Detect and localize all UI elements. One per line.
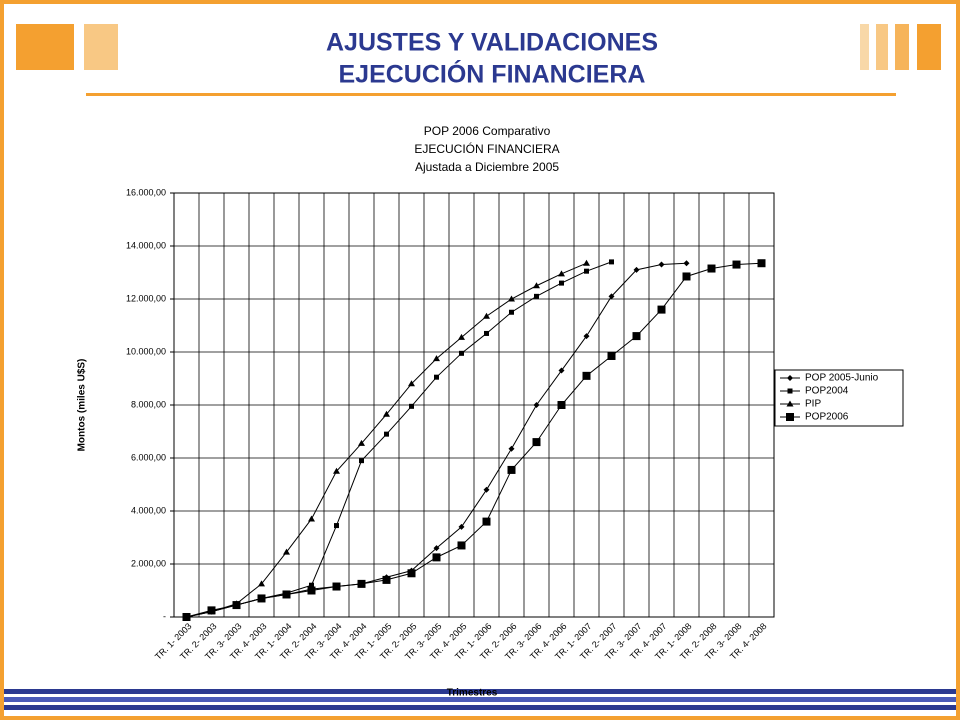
marker [207,606,216,615]
marker [583,259,590,266]
marker [457,541,466,550]
legend-marker [787,375,793,381]
marker [458,333,465,340]
footer-stripe [4,705,956,710]
marker [432,553,441,562]
marker [533,402,540,408]
marker [409,403,414,409]
legend-marker [786,413,794,421]
title-underline [86,93,896,96]
marker [483,312,490,319]
marker [283,548,290,555]
marker [682,272,691,281]
marker [532,438,541,447]
chart-title: EJECUCIÓN FINANCIERA [414,141,559,156]
deco-bar [895,24,909,70]
marker [558,367,565,374]
marker [558,270,565,277]
marker [608,293,615,300]
y-tick-label: 8.000,00 [131,399,166,409]
legend-label: POP2006 [805,412,849,423]
marker [757,259,766,268]
marker [657,305,666,314]
marker [332,582,341,591]
marker [307,586,316,595]
marker [582,371,591,380]
deco-bar [876,24,888,70]
y-tick-label: 16.000,00 [126,187,166,197]
marker [382,575,391,584]
marker [583,333,590,340]
marker [609,259,614,265]
y-tick-label: 12.000,00 [126,293,166,303]
marker [334,523,339,529]
marker [707,264,716,273]
marker [182,613,191,621]
marker [683,260,690,267]
y-tick-label: - [163,611,166,621]
legend-label: POP2004 [805,386,849,397]
marker [258,580,265,587]
marker [534,293,539,299]
legend-marker [787,388,793,394]
marker [357,579,366,588]
marker [433,545,440,552]
x-axis-title: Trimestres [447,688,498,699]
marker [559,280,564,286]
chart-title: POP 2006 Comparativo [424,124,551,138]
legend-label: POP 2005-Junio [805,373,879,384]
legend-label: PIP [805,399,821,410]
marker [308,515,315,522]
slide-title: EJECUCIÓN FINANCIERA [339,59,646,89]
y-tick-label: 6.000,00 [131,452,166,462]
y-tick-label: 4.000,00 [131,505,166,515]
marker [407,569,416,578]
marker [482,517,491,526]
marker [434,374,439,380]
marker [584,268,589,274]
deco-bar [917,24,941,70]
marker [658,261,665,268]
y-tick-label: 10.000,00 [126,346,166,356]
marker [483,486,490,493]
deco-bar [860,24,869,70]
marker [508,445,515,452]
marker [632,332,641,341]
marker [383,410,390,417]
marker [484,330,489,336]
y-tick-label: 2.000,00 [131,558,166,568]
marker [459,350,464,356]
marker [507,465,516,474]
chart-title: Ajustada a Diciembre 2005 [415,160,559,174]
marker [282,590,291,599]
marker [408,380,415,387]
marker [509,309,514,315]
marker [732,260,741,269]
deco-square [84,24,118,70]
marker [358,439,365,446]
chart: POP 2006 Comparativo EJECUCIÓN FINANCIERA… [77,124,904,699]
y-tick-label: 14.000,00 [126,240,166,250]
y-axis-title: Montos (miles U$S) [77,359,88,452]
marker [607,351,616,360]
marker [309,582,314,588]
legend-marker [786,400,794,407]
marker [508,295,515,302]
marker [232,601,241,610]
footer-stripe [4,689,956,694]
footer-stripe [4,697,956,702]
marker [257,594,266,603]
marker [458,523,465,530]
marker [557,401,566,409]
deco-square [16,24,74,70]
slide-title: AJUSTES Y VALIDACIONES [326,29,658,57]
series-line [186,262,762,618]
marker [433,355,440,362]
marker [333,467,340,474]
marker [633,266,640,273]
marker [384,431,389,437]
marker [533,282,540,289]
marker [359,458,364,464]
